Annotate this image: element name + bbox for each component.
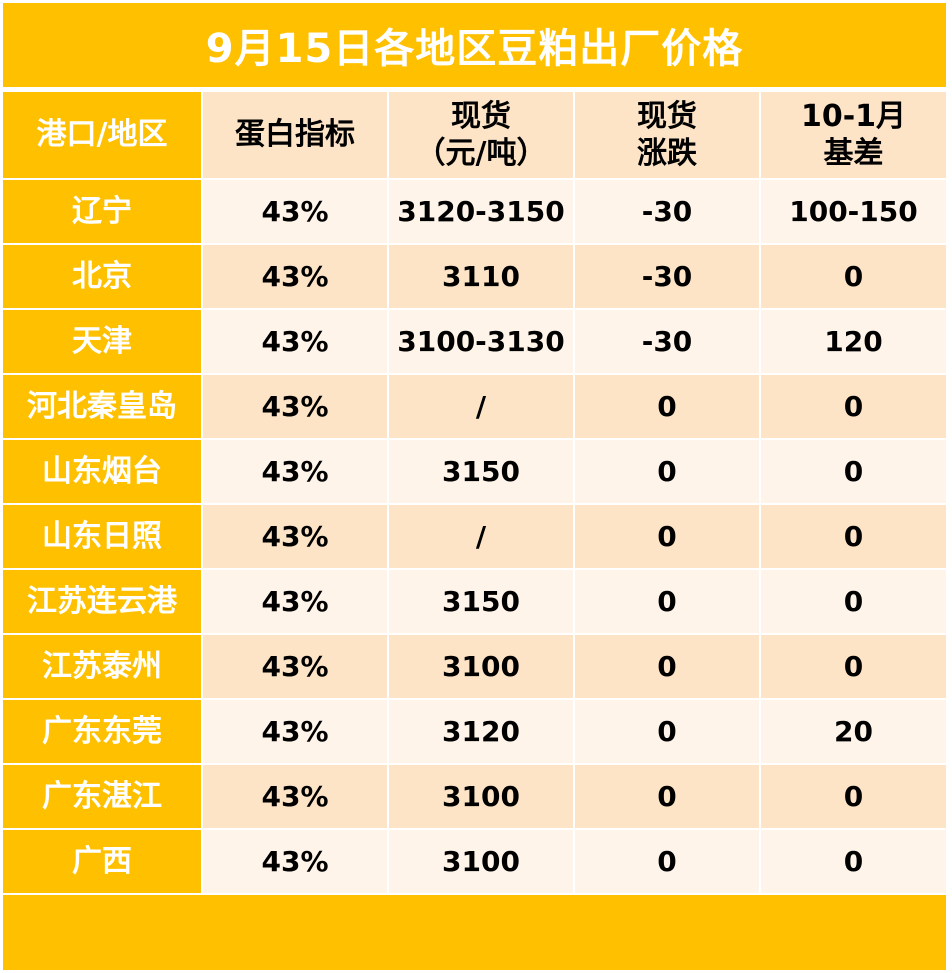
cell-region: 山东烟台 [3, 440, 203, 505]
table-row: 山东烟台 43% 3150 0 0 [3, 440, 946, 505]
cell-spot-change: 0 [575, 700, 761, 765]
cell-basis: 0 [761, 245, 946, 310]
cell-spot-price: 3100-3130 [389, 310, 575, 375]
cell-spot-change: 0 [575, 570, 761, 635]
cell-spot-price: / [389, 375, 575, 440]
cell-spot-change: 0 [575, 765, 761, 830]
cell-protein: 43% [203, 440, 389, 505]
page-title: 9月15日各地区豆粕出厂价格 [205, 26, 744, 72]
cell-spot-change: 0 [575, 830, 761, 895]
header-row: 港口/地区 蛋白指标 现货 （元/吨） 现货 涨跌 10-1月 基差 [3, 92, 946, 180]
header-protein: 蛋白指标 [203, 92, 389, 180]
cell-region: 河北秦皇岛 [3, 375, 203, 440]
cell-spot-change: -30 [575, 180, 761, 245]
header-spot-price: 现货 （元/吨） [389, 92, 575, 180]
header-basis: 10-1月 基差 [761, 92, 946, 180]
cell-basis: 100-150 [761, 180, 946, 245]
cell-protein: 43% [203, 570, 389, 635]
cell-protein: 43% [203, 635, 389, 700]
cell-protein: 43% [203, 310, 389, 375]
header-region: 港口/地区 [3, 92, 203, 180]
cell-protein: 43% [203, 505, 389, 570]
cell-spot-price: 3110 [389, 245, 575, 310]
cell-region: 辽宁 [3, 180, 203, 245]
cell-region: 江苏泰州 [3, 635, 203, 700]
cell-basis: 0 [761, 830, 946, 895]
cell-region: 广东湛江 [3, 765, 203, 830]
cell-basis: 0 [761, 765, 946, 830]
cell-region: 广西 [3, 830, 203, 895]
cell-spot-price: 3150 [389, 570, 575, 635]
cell-basis: 0 [761, 440, 946, 505]
cell-basis: 20 [761, 700, 946, 765]
cell-spot-change: 0 [575, 440, 761, 505]
cell-spot-price: 3120-3150 [389, 180, 575, 245]
table-row: 北京 43% 3110 -30 0 [3, 245, 946, 310]
table-row: 广东湛江 43% 3100 0 0 [3, 765, 946, 830]
table-row: 江苏连云港 43% 3150 0 0 [3, 570, 946, 635]
cell-region: 北京 [3, 245, 203, 310]
table-row: 广西 43% 3100 0 0 [3, 830, 946, 895]
cell-spot-price: 3100 [389, 830, 575, 895]
cell-basis: 120 [761, 310, 946, 375]
cell-protein: 43% [203, 765, 389, 830]
cell-region: 江苏连云港 [3, 570, 203, 635]
cell-protein: 43% [203, 245, 389, 310]
cell-basis: 0 [761, 570, 946, 635]
cell-protein: 43% [203, 375, 389, 440]
cell-spot-change: -30 [575, 310, 761, 375]
cell-region: 山东日照 [3, 505, 203, 570]
table-body: 辽宁 43% 3120-3150 -30 100-150 北京 43% 3110 -30 0 天津 4… [3, 180, 946, 895]
cell-spot-change: 0 [575, 505, 761, 570]
cell-spot-price: 3100 [389, 765, 575, 830]
cell-spot-change: 0 [575, 375, 761, 440]
cell-protein: 43% [203, 180, 389, 245]
table-row: 山东日照 43%/0 0 [3, 505, 946, 570]
cell-spot-price: 3100 [389, 635, 575, 700]
cell-basis: 0 [761, 375, 946, 440]
cell-region: 广东东莞 [3, 700, 203, 765]
table-row: 辽宁 43% 3120-3150 -30 100-150 [3, 180, 946, 245]
cell-spot-price: 3120 [389, 700, 575, 765]
table-row: 江苏泰州 43% 3100 0 0 [3, 635, 946, 700]
table-row: 天津 43% 3100-3130 -30 120 [3, 310, 946, 375]
price-table: 港口/地区 蛋白指标 现货 （元/吨） 现货 涨跌 10-1月 基差 辽宁 43% 3120-31… [3, 92, 946, 895]
cell-protein: 43% [203, 830, 389, 895]
title-bar: 9月15日各地区豆粕出厂价格 [3, 3, 946, 87]
cell-basis: 0 [761, 635, 946, 700]
cell-protein: 43% [203, 700, 389, 765]
cell-spot-price: / [389, 505, 575, 570]
cell-spot-change: -30 [575, 245, 761, 310]
cell-spot-price: 3150 [389, 440, 575, 505]
header-spot-change: 现货 涨跌 [575, 92, 761, 180]
cell-basis: 0 [761, 505, 946, 570]
table-row: 河北秦皇岛 43%/0 0 [3, 375, 946, 440]
footer-bar [3, 895, 946, 970]
cell-spot-change: 0 [575, 635, 761, 700]
cell-region: 天津 [3, 310, 203, 375]
table-row: 广东东莞 43% 3120 0 20 [3, 700, 946, 765]
